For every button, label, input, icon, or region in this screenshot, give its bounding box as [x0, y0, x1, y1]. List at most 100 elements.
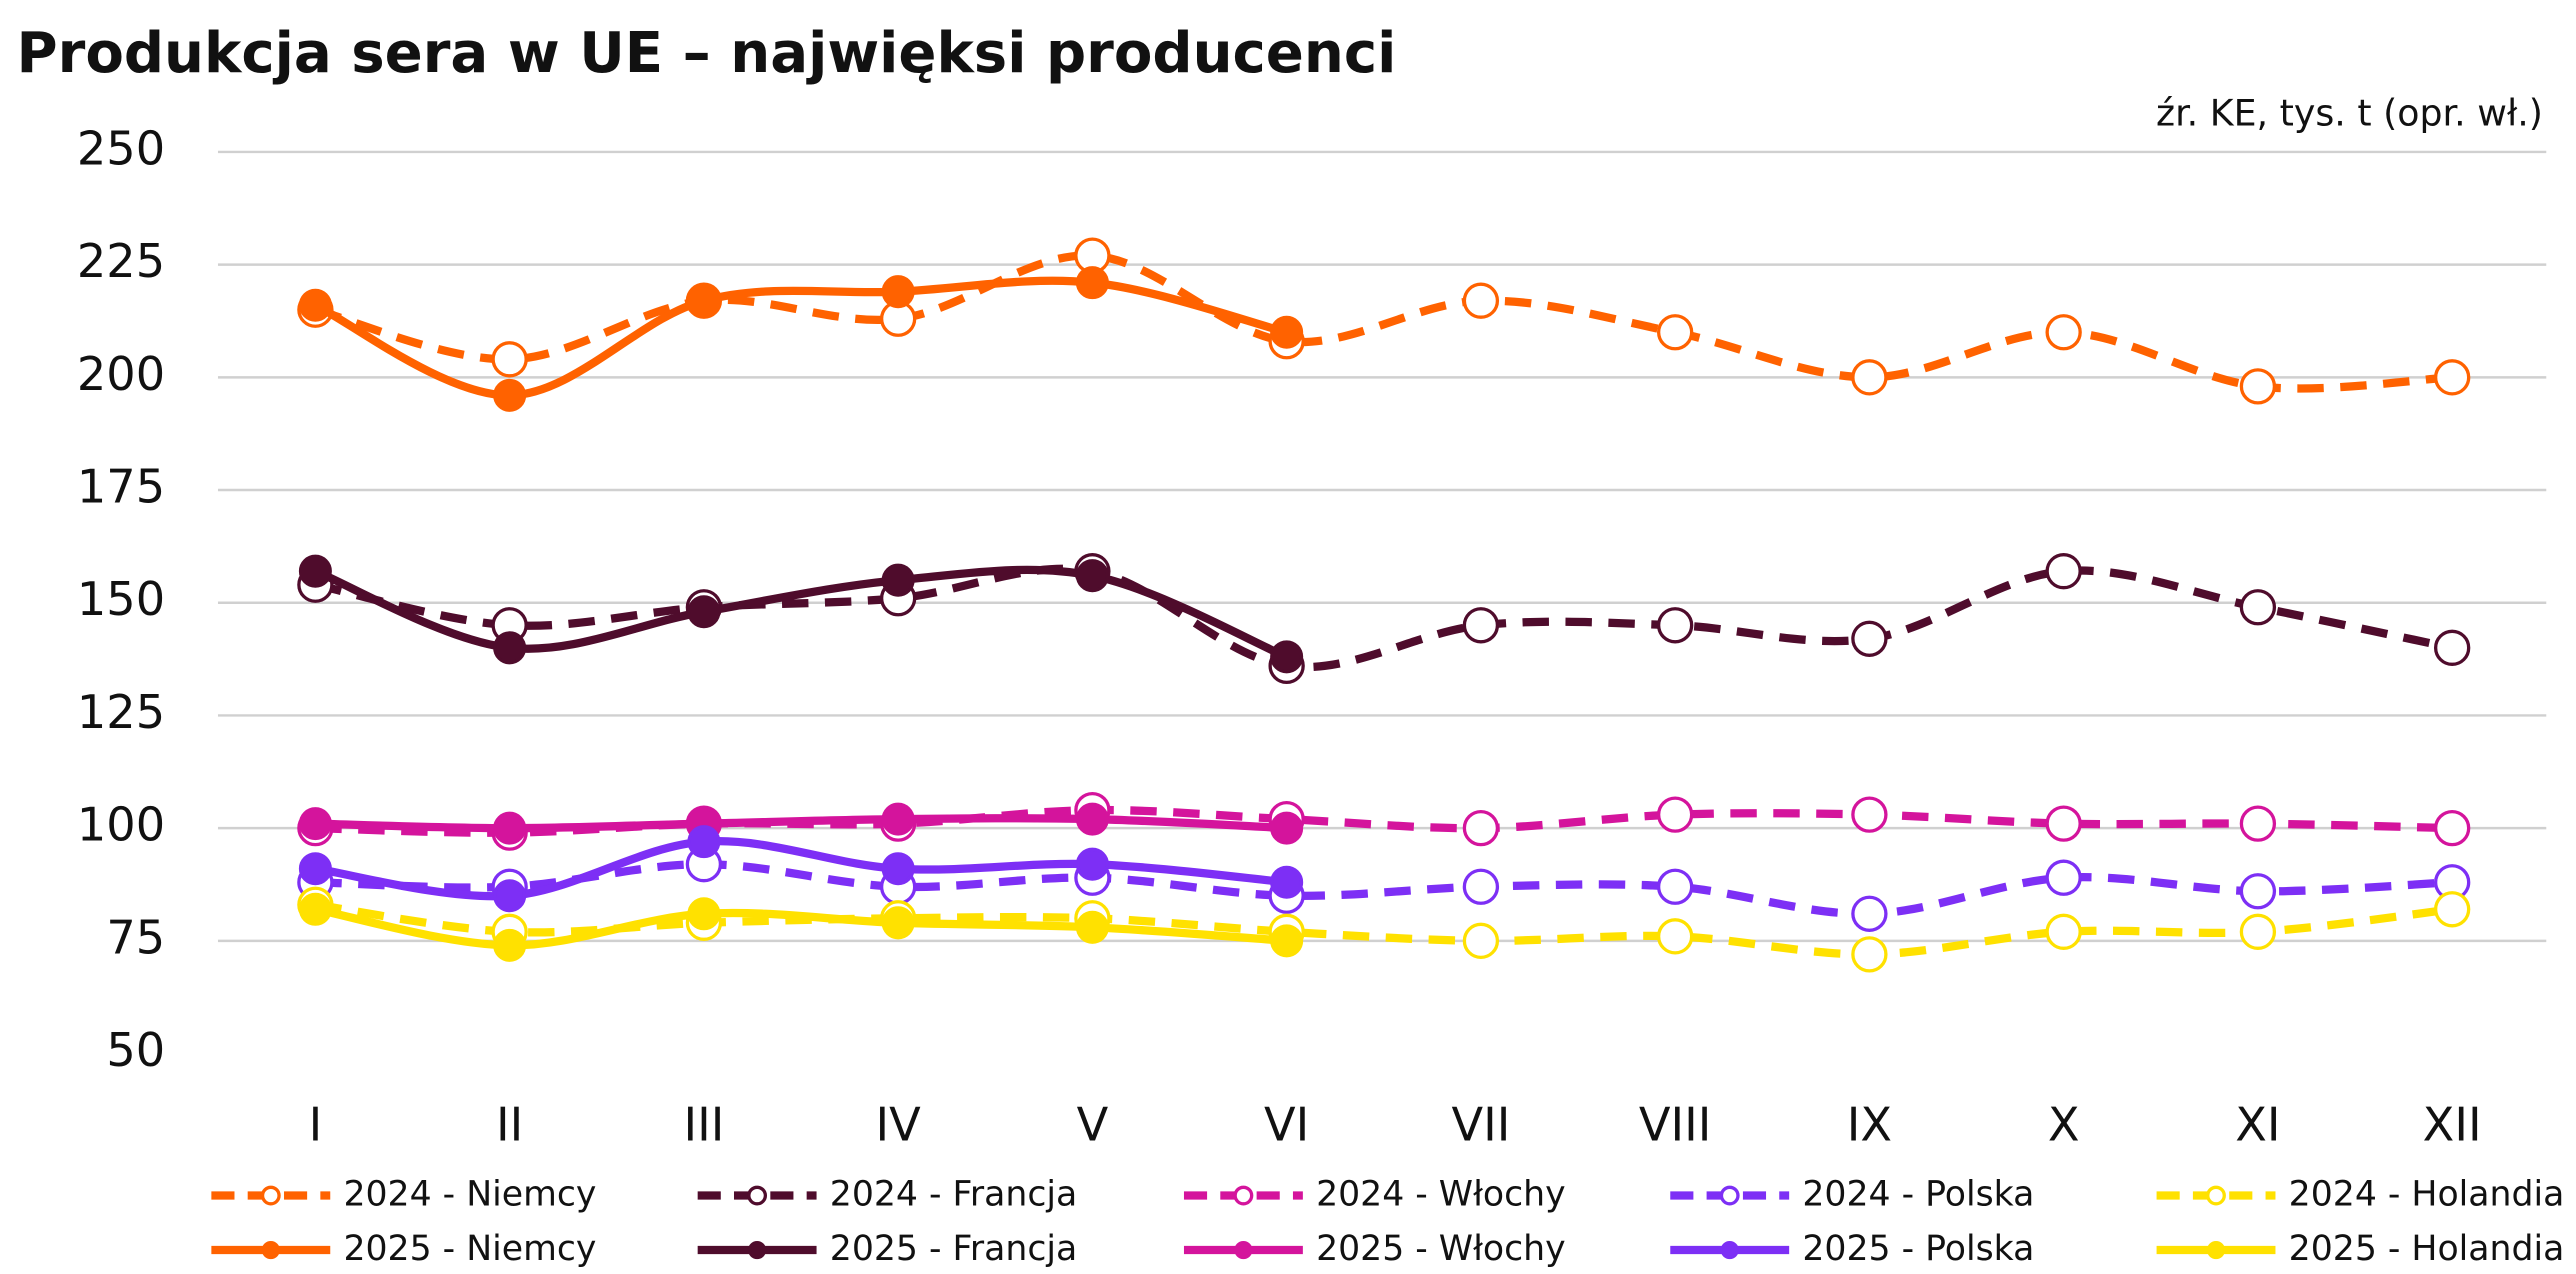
- legend-marker: [748, 1240, 767, 1260]
- data-point: [687, 897, 721, 931]
- x-tick-label: II: [496, 1097, 523, 1151]
- data-point: [2045, 913, 2082, 950]
- y-tick-label: 250: [77, 121, 165, 175]
- data-point: [2045, 553, 2082, 590]
- data-point: [1462, 922, 1500, 959]
- data-point: [1851, 359, 1888, 396]
- series-line: [315, 860, 2453, 918]
- data-point: [2045, 859, 2082, 896]
- data-point: [1656, 868, 1694, 905]
- data-point: [2239, 913, 2277, 950]
- legend-label: 2025 - Holandia: [2289, 1229, 2565, 1269]
- data-point: [1851, 936, 1888, 973]
- data-point: [1462, 809, 1500, 847]
- legend-label: 2024 - Francja: [830, 1175, 1078, 1215]
- series-line: [313, 276, 1288, 400]
- x-tick-label: VI: [1264, 1097, 1309, 1151]
- data-point: [2433, 809, 2471, 847]
- data-point: [687, 595, 721, 629]
- x-tick-label: VIII: [1639, 1097, 1712, 1151]
- legend-label: 2025 - Włochy: [1316, 1229, 1566, 1269]
- legend-marker: [2206, 1240, 2226, 1260]
- y-tick-label: 225: [77, 234, 165, 288]
- legend-label: 2024 - Niemcy: [343, 1175, 596, 1215]
- data-point: [1462, 607, 1500, 644]
- data-point: [687, 284, 721, 318]
- data-point: [1270, 924, 1304, 958]
- legend-marker: [1234, 1240, 1253, 1260]
- data-point: [1270, 811, 1304, 845]
- series-line: [314, 251, 2453, 393]
- legend-label: 2025 - Polska: [1802, 1229, 2034, 1269]
- legend-marker: [747, 1185, 768, 1206]
- data-point: [1462, 282, 1500, 319]
- data-point: [687, 825, 721, 859]
- legend-marker: [2206, 1185, 2226, 1206]
- legend-marker: [1720, 1240, 1739, 1260]
- data-point: [1075, 559, 1109, 593]
- series-line: [314, 905, 1287, 950]
- data-point: [1656, 314, 1694, 351]
- data-point: [491, 341, 528, 378]
- data-point: [1270, 640, 1304, 674]
- y-tick-label: 75: [106, 910, 165, 964]
- series-line: [314, 564, 2453, 672]
- data-point: [2239, 873, 2277, 910]
- data-point: [2433, 891, 2471, 928]
- y-tick-label: 175: [77, 460, 165, 514]
- data-point: [881, 852, 915, 886]
- data-point: [1075, 910, 1109, 944]
- data-point: [1851, 895, 1888, 932]
- data-point: [1851, 620, 1888, 657]
- legend-marker: [260, 1185, 281, 1206]
- series-line: [313, 565, 1289, 661]
- data-point: [1462, 868, 1500, 905]
- legend-marker: [1233, 1185, 1254, 1206]
- data-point: [2239, 368, 2277, 405]
- chart-title: Produkcja sera w UE – najwięksi producen…: [17, 21, 1397, 86]
- data-point: [493, 631, 527, 665]
- data-point: [1075, 847, 1109, 881]
- data-point: [881, 563, 915, 597]
- data-point: [1270, 865, 1304, 899]
- legend-label: 2024 - Holandia: [2289, 1175, 2565, 1215]
- data-point: [1075, 266, 1109, 300]
- series-line: [314, 900, 2453, 959]
- x-tick-label: I: [309, 1097, 323, 1151]
- data-point: [2433, 629, 2471, 666]
- data-point: [298, 288, 332, 322]
- data-point: [298, 554, 332, 588]
- y-tick-label: 150: [77, 572, 165, 626]
- legend-label: 2025 - Niemcy: [343, 1229, 596, 1269]
- data-point: [881, 906, 915, 940]
- data-point: [298, 852, 332, 886]
- x-tick-label: XII: [2423, 1097, 2482, 1151]
- legend-label: 2024 - Włochy: [1316, 1175, 1566, 1215]
- x-tick-label: VII: [1451, 1097, 1510, 1151]
- chart-subtitle: źr. KE, tys. t (opr. wł.): [2156, 92, 2543, 135]
- data-point: [493, 811, 527, 845]
- y-tick-label: 200: [77, 347, 165, 401]
- data-point: [298, 807, 332, 841]
- legend-label: 2025 - Francja: [830, 1229, 1078, 1269]
- series-line: [314, 837, 1288, 901]
- series-line: [315, 814, 1287, 833]
- data-point: [2239, 805, 2277, 842]
- data-point: [2433, 359, 2471, 396]
- data-point: [1656, 607, 1694, 644]
- data-point: [298, 892, 332, 926]
- data-point: [493, 378, 527, 412]
- x-tick-label: III: [683, 1097, 724, 1151]
- data-point: [1270, 315, 1304, 349]
- data-point: [1851, 796, 1888, 833]
- data-point: [2045, 805, 2082, 842]
- data-point: [1656, 918, 1694, 955]
- legend-marker: [1719, 1185, 1740, 1206]
- data-point: [493, 879, 527, 913]
- y-tick-label: 100: [77, 798, 165, 852]
- data-point: [881, 802, 915, 836]
- data-point: [493, 928, 527, 962]
- x-tick-label: V: [1077, 1097, 1109, 1151]
- x-tick-label: IX: [1847, 1097, 1892, 1151]
